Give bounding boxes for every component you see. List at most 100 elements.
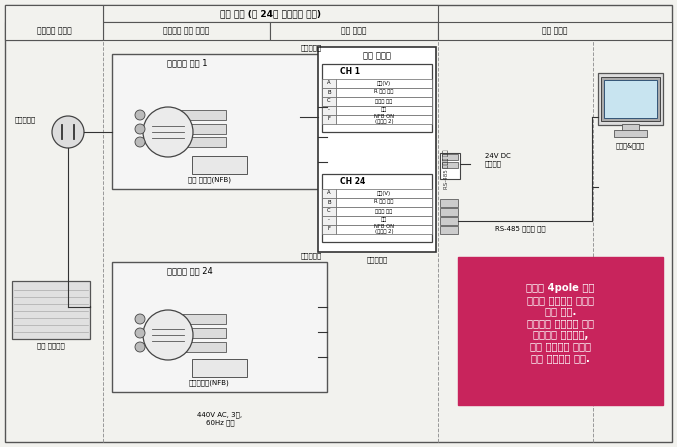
FancyBboxPatch shape [440,226,458,234]
FancyBboxPatch shape [336,105,432,114]
Text: 리셉터블 박스 1: 리셉터블 박스 1 [167,59,207,67]
Text: CH 1: CH 1 [340,67,360,76]
Text: 중앙 감시실: 중앙 감시실 [542,26,568,35]
Text: RS-485 시리얼 통신: RS-485 시리얼 통신 [495,226,545,232]
FancyBboxPatch shape [336,224,432,233]
Text: C: C [327,98,331,104]
FancyBboxPatch shape [336,189,432,198]
Circle shape [135,342,145,352]
FancyBboxPatch shape [176,328,226,338]
Text: A: A [327,190,331,195]
FancyBboxPatch shape [322,207,336,215]
FancyBboxPatch shape [103,22,270,40]
Text: 전압(V): 전압(V) [377,190,391,195]
Text: 모니터&컴퓨터: 모니터&컴퓨터 [615,143,645,149]
FancyBboxPatch shape [614,130,647,137]
Text: F: F [328,117,330,122]
Text: NFB ON
(릴레이 2): NFB ON (릴레이 2) [374,224,394,234]
Text: 440V AC, 3상,
60Hz 전원: 440V AC, 3상, 60Hz 전원 [198,412,242,426]
FancyBboxPatch shape [440,217,458,225]
FancyBboxPatch shape [103,5,438,22]
FancyBboxPatch shape [322,97,336,105]
Text: -: - [328,218,330,223]
FancyBboxPatch shape [322,114,336,123]
Circle shape [135,328,145,338]
FancyBboxPatch shape [322,88,336,97]
FancyBboxPatch shape [438,22,672,40]
Text: 전원플러그: 전원플러그 [14,117,36,123]
FancyBboxPatch shape [176,110,226,120]
FancyBboxPatch shape [336,198,432,207]
FancyBboxPatch shape [336,215,432,224]
Circle shape [135,110,145,120]
Text: 신호 변환기: 신호 변환기 [363,51,391,60]
Text: R 전류 측정: R 전류 측정 [374,89,394,94]
FancyBboxPatch shape [5,5,103,40]
Text: C: C [327,208,331,214]
Text: B: B [327,199,331,204]
FancyBboxPatch shape [336,207,432,215]
Text: -: - [328,107,330,113]
FancyBboxPatch shape [192,156,247,174]
Text: 냉동 컨테이너: 냉동 컨테이너 [37,343,65,349]
Text: 냉동 스택 (총 24개 리셉터클 박스): 냉동 스택 (총 24개 리셉터클 박스) [220,9,321,18]
FancyBboxPatch shape [12,281,90,339]
Text: NFB ON
(릴레이 2): NFB ON (릴레이 2) [374,114,394,124]
FancyBboxPatch shape [5,5,672,442]
FancyBboxPatch shape [322,64,432,132]
Text: B: B [327,89,331,94]
Text: RS-485 시리얼 통신: RS-485 시리얼 통신 [443,150,449,189]
FancyBboxPatch shape [604,80,657,118]
FancyBboxPatch shape [322,105,336,114]
Text: F: F [328,227,330,232]
FancyBboxPatch shape [442,162,458,168]
FancyBboxPatch shape [322,215,336,224]
FancyBboxPatch shape [322,79,336,88]
Text: 접지수 저장: 접지수 저장 [375,98,393,104]
Text: 전류검출기: 전류검출기 [301,253,322,259]
FancyBboxPatch shape [112,54,327,189]
FancyBboxPatch shape [322,174,432,242]
FancyBboxPatch shape [622,124,639,131]
Text: 리셉터클 박스 설치대: 리셉터클 박스 설치대 [162,26,209,35]
Text: 전류: 전류 [381,218,387,223]
FancyBboxPatch shape [176,314,226,324]
FancyBboxPatch shape [442,154,458,160]
FancyBboxPatch shape [176,342,226,352]
Text: R 전류 측정: R 전류 측정 [374,199,394,204]
FancyBboxPatch shape [112,262,327,392]
FancyBboxPatch shape [336,114,432,123]
Text: 기존의 4pole 감시
대신에 공급전원 감시로
대체 가능.
리셉터글 박스내에 전류
검출기만 설치하면,
추가 배선이나 설비가
전혀 필요하지 않음.: 기존의 4pole 감시 대신에 공급전원 감시로 대체 가능. 리셉터글 박스… [526,283,594,363]
FancyBboxPatch shape [176,137,226,147]
FancyBboxPatch shape [270,22,438,40]
FancyBboxPatch shape [322,198,336,207]
FancyBboxPatch shape [598,73,663,125]
Text: 전류: 전류 [381,107,387,113]
FancyBboxPatch shape [440,208,458,216]
FancyBboxPatch shape [336,79,432,88]
Text: 접지수 저장: 접지수 저장 [375,208,393,214]
FancyBboxPatch shape [5,22,103,40]
FancyBboxPatch shape [322,189,336,198]
Text: 컨테이너 이적장: 컨테이너 이적장 [37,26,71,35]
Text: A: A [327,80,331,85]
FancyBboxPatch shape [458,257,663,405]
Circle shape [135,137,145,147]
FancyBboxPatch shape [176,124,226,134]
Text: 전압(V): 전압(V) [377,80,391,85]
Text: 24V DC
전원공급: 24V DC 전원공급 [485,153,510,167]
Circle shape [143,107,193,157]
FancyBboxPatch shape [336,88,432,97]
Circle shape [135,314,145,324]
Text: 신호 제어반: 신호 제어반 [341,26,367,35]
FancyBboxPatch shape [440,153,460,179]
Text: 신호변환기: 신호변환기 [366,257,388,263]
FancyBboxPatch shape [192,359,247,377]
FancyBboxPatch shape [440,199,458,207]
Circle shape [135,124,145,134]
Text: CH 24: CH 24 [340,177,366,186]
FancyBboxPatch shape [318,47,436,252]
FancyBboxPatch shape [322,224,336,233]
Circle shape [143,310,193,360]
Text: 전원 개폐기(NFB): 전원 개폐기(NFB) [188,177,231,183]
